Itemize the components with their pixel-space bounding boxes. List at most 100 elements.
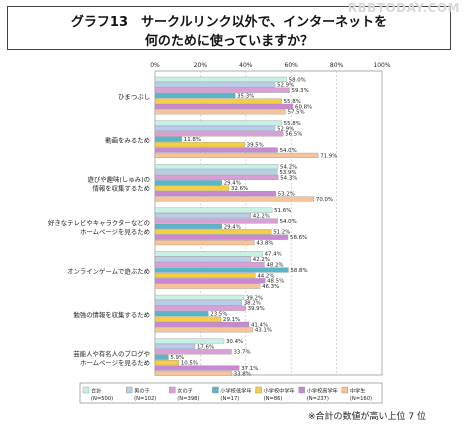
data-label: 46.3% [262,284,279,290]
legend-n: (N=398) [177,396,199,402]
data-label: 29.1% [223,317,240,323]
data-label: 48.5% [267,279,284,285]
data-label: 42.2% [253,214,270,220]
bar [154,283,261,289]
legend-swatch [212,386,219,394]
bar [154,196,315,202]
bar [154,349,232,355]
data-label: 33.8% [234,371,251,377]
data-label: 32.6% [231,186,248,192]
data-label: 48.2% [266,263,283,269]
data-label: 33.7% [233,350,250,356]
data-label: 54.0% [280,148,297,154]
category-label: ホームページを見るため [80,359,150,367]
data-label: 51.2% [273,230,290,236]
category-label: ひまつぶし [118,93,150,101]
legend-label: 小学校中学年 [264,387,295,395]
legend-n: (N=17) [220,396,239,402]
data-label: 39.9% [248,306,265,312]
x-tick-label: 40% [239,62,253,69]
legend-label: 女の子 [177,387,193,395]
data-label: 57.5% [288,110,305,116]
data-label: 10.5% [181,361,198,367]
data-label: 29.4% [224,181,241,187]
bar [154,234,289,240]
legend-label: 中学生 [350,387,366,395]
category-label: ホームページを見るため [80,228,150,236]
data-label: 43.1% [255,328,272,334]
x-tick-label: 20% [194,62,208,69]
bar [154,262,265,268]
data-label: 54.3% [280,175,297,181]
chart-title: グラフ13 サークルリンク以外で、インターネットを [70,15,388,30]
category-label: 芸能人や有名人のブログや [73,349,150,358]
legend-swatch [169,386,176,394]
data-label: 11.8% [184,137,201,143]
bar [154,82,276,88]
data-label: 52.9% [277,126,294,132]
category-label: 動画をみるため [105,136,150,145]
bar [154,76,287,82]
footnote: ※合計の数値が高い上位 7 位 [308,412,426,422]
legend-label: 小学校低学年 [220,387,251,395]
data-label: 51.6% [274,208,291,214]
bar [154,180,222,186]
x-tick-label: 80% [330,62,344,69]
chart-title-box: グラフ13 サークルリンク以外で、インターネットを 何のために使っていますか？ [7,6,451,50]
data-label: 44.2% [257,273,274,279]
x-tick-label: 0% [150,62,160,69]
bar [154,251,263,257]
bar [154,218,278,224]
legend-n: (N=500) [91,396,113,402]
bar [154,360,179,366]
bar [154,300,242,306]
data-label: 39.2% [246,295,263,301]
data-label: 30.4% [226,339,243,345]
bar [154,142,245,148]
bar [154,240,255,246]
bar [154,207,273,213]
bar [154,343,196,349]
legend-label: 小学校高学年 [307,387,338,395]
data-label: 53.9% [279,170,296,176]
legend-swatch [341,386,349,394]
category-label: 情報を収集するため [92,184,150,193]
bar [154,223,222,229]
legend-label: 男の子 [134,388,150,395]
bar [154,103,294,109]
data-label: 54.0% [280,219,297,225]
bar [154,131,284,137]
bar [154,191,276,197]
legend-swatch [82,386,90,394]
bar [154,321,250,327]
legend-swatch [125,386,133,394]
data-label: 58.6% [290,235,307,241]
bar [154,316,222,322]
data-label: 17.6% [197,344,214,350]
bar [154,152,319,158]
data-label: 71.9% [320,153,337,159]
bar [154,109,286,115]
category-label: 好きなテレビやキャラクターなどの [48,218,150,227]
x-tick-label: 100% [373,62,390,69]
bar [154,164,279,170]
bar [154,338,225,344]
legend-n: (N=160) [350,396,372,402]
data-label: 23.5% [210,312,227,318]
legend-n: (N=237) [307,396,329,402]
x-tick-label: 60% [285,62,299,69]
bar [154,98,282,104]
data-label: 59.3% [292,88,309,94]
bar [154,272,256,278]
data-label: 53.2% [278,192,295,198]
bar [154,120,282,126]
bar [154,136,182,142]
bar [154,354,169,360]
data-label: 58.0% [289,77,306,83]
data-label: 38.2% [244,301,261,307]
data-label: 55.8% [284,121,301,127]
bar [154,311,209,317]
legend-box [79,382,383,404]
category-label: オンラインゲームで遊ぶため [67,266,150,275]
